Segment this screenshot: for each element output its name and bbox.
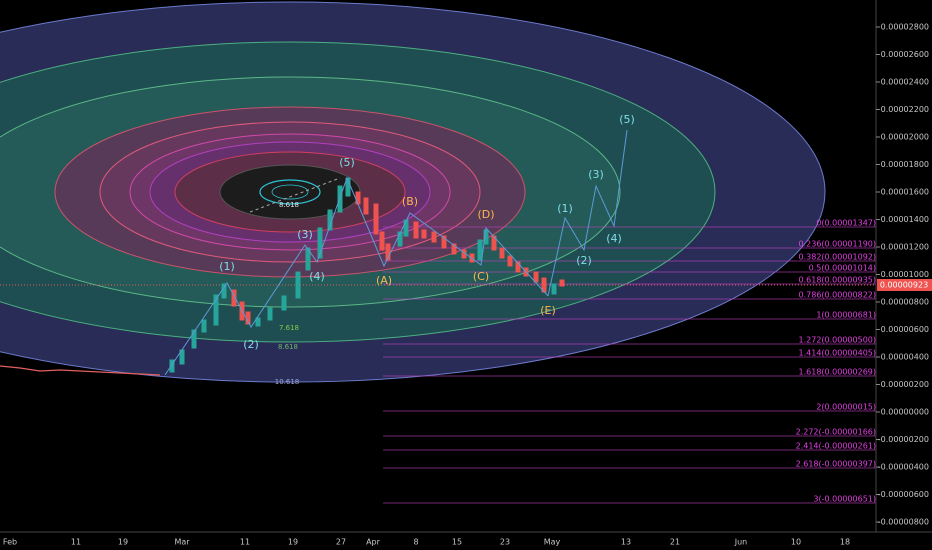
price-label: 0.00000000 bbox=[881, 408, 929, 417]
fib-label: 1.618(0.00000269) bbox=[799, 368, 877, 377]
price-label: 0.00001600 bbox=[881, 188, 929, 197]
fib-label: 0.5(0.00001014) bbox=[809, 264, 876, 273]
date-label: 11 bbox=[71, 538, 81, 547]
price-label: 0.00002600 bbox=[881, 50, 929, 59]
fib-label: 0.786(0.00000822) bbox=[799, 291, 877, 300]
fib-label: 2(0.00000015) bbox=[816, 403, 876, 412]
date-label: Feb bbox=[3, 538, 17, 547]
price-label: 0.00002800 bbox=[881, 23, 929, 32]
wave-label: (A) bbox=[376, 274, 392, 287]
date-label: 15 bbox=[452, 538, 462, 547]
wave-labels: (1) (2) (3) (4) (5) (A) (B) (C) (D) (E) (1) (2) (3) (… bbox=[219, 113, 635, 351]
fib-label: 0(0.00001347) bbox=[816, 219, 876, 228]
current-price-tag bbox=[877, 279, 932, 291]
fib-label: 2.272(-0.00000166) bbox=[796, 428, 876, 437]
wave-label: (3) bbox=[588, 168, 604, 181]
price-axis: 0.00002800 0.00002600 0.00002400 0.00002200… bbox=[876, 23, 929, 527]
date-label: 19 bbox=[118, 538, 128, 547]
fib-label: 2.414(-0.00000261) bbox=[796, 442, 876, 451]
current-price: 0.00000923 bbox=[880, 281, 928, 290]
date-label: Mar bbox=[174, 538, 190, 547]
wave-lines bbox=[164, 129, 628, 376]
price-label: 0.00000800 bbox=[881, 298, 929, 307]
wave-label: (4) bbox=[309, 270, 325, 283]
date-label: 13 bbox=[621, 538, 631, 547]
fib-label: 0.382(0.00001092) bbox=[799, 253, 877, 262]
date-label: 23 bbox=[500, 538, 510, 547]
price-label: -0.00000200 bbox=[878, 435, 929, 444]
price-label: -0.00000600 bbox=[878, 490, 929, 499]
price-label: 0.00000400 bbox=[881, 353, 929, 362]
circle-label: 7.618 bbox=[279, 324, 299, 332]
fib-retracement: 0(0.00001347) 0.236(0.00001190) 0.382(0.00… bbox=[383, 219, 876, 504]
date-label: 18 bbox=[840, 538, 850, 547]
price-label: 0.00001000 bbox=[881, 270, 929, 279]
price-label: -0.00000800 bbox=[878, 518, 929, 527]
wave-label: (1) bbox=[219, 260, 235, 273]
price-label: -0.00000400 bbox=[878, 463, 929, 472]
price-axis-panel bbox=[876, 0, 932, 550]
wave-label: (5) bbox=[619, 113, 635, 126]
date-label: 8 bbox=[413, 538, 418, 547]
wave-label: (4) bbox=[606, 232, 622, 245]
price-label: 0.00001400 bbox=[881, 215, 929, 224]
wave-label: (1) bbox=[557, 202, 573, 215]
fib-label: 1(0.00000681) bbox=[816, 311, 876, 320]
price-label: 0.00000600 bbox=[881, 325, 929, 334]
fib-circles bbox=[0, 1, 826, 383]
wave-label: (3) bbox=[297, 228, 313, 241]
price-label: 0.00002200 bbox=[881, 105, 929, 114]
date-label: 11 bbox=[240, 538, 250, 547]
wave-label: (E) bbox=[540, 304, 556, 317]
price-label: 0.00001800 bbox=[881, 160, 929, 169]
wave-label: (C) bbox=[473, 270, 489, 283]
date-label: 27 bbox=[336, 538, 346, 547]
date-label: Apr bbox=[366, 538, 381, 547]
fib-label: 0.236(0.00001190) bbox=[799, 240, 877, 249]
fib-label: 3(-0.00000651) bbox=[813, 495, 876, 504]
circle-labels: 8.618 7.618 8.618 10.618 bbox=[275, 201, 300, 386]
plot-area: 0(0.00001347) 0.236(0.00001190) 0.382(0.00… bbox=[0, 1, 876, 504]
fib-label: 1.414(0.00000405) bbox=[799, 349, 877, 358]
circle-label: 8.618 bbox=[279, 201, 299, 209]
date-label: 21 bbox=[670, 538, 680, 547]
wave-label: (2) bbox=[576, 254, 592, 267]
circle-label: 8.618 bbox=[278, 343, 298, 351]
fib-label: 0.618(0.00000935) bbox=[799, 276, 877, 285]
circle-label: 10.618 bbox=[275, 378, 300, 386]
price-label: 0.00001200 bbox=[881, 243, 929, 252]
wave-label: (D) bbox=[477, 208, 494, 221]
date-label: May bbox=[544, 538, 561, 547]
fib-label: 1.272(0.00000500) bbox=[799, 336, 877, 345]
wave-label: (5) bbox=[339, 156, 355, 169]
wave-label: (2) bbox=[243, 338, 259, 351]
price-label: 0.00000200 bbox=[881, 380, 929, 389]
price-label: 0.00002000 bbox=[881, 133, 929, 142]
date-axis: Feb 11 19 Mar 11 19 27 Apr 8 15 23 May 13 21 Jun 10 18 bbox=[3, 538, 850, 547]
date-label: Jun bbox=[734, 538, 748, 547]
price-label: 0.00002400 bbox=[881, 78, 929, 87]
date-label: 10 bbox=[791, 538, 801, 547]
wave-label: (B) bbox=[402, 195, 418, 208]
fib-label: 2.618(-0.00000397) bbox=[796, 460, 876, 469]
date-label: 19 bbox=[288, 538, 298, 547]
